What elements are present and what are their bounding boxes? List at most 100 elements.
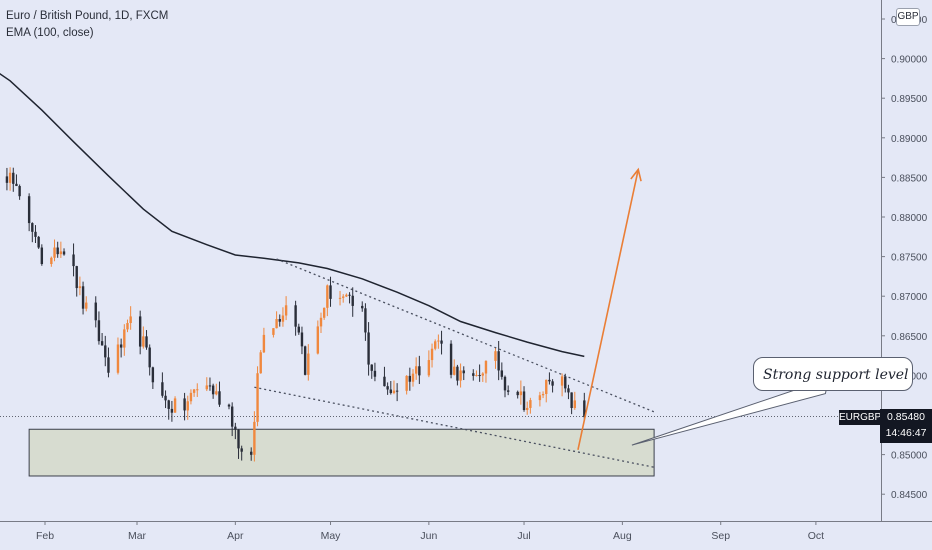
candle-up [189,392,193,402]
candle-up [342,296,345,298]
candle-down [503,376,507,391]
candle-up [205,385,208,390]
candle-down [170,408,174,413]
candle-down [34,231,37,237]
candle-down [440,340,443,344]
candle-down [167,400,170,409]
candle-up [126,323,129,330]
candle-up [281,315,285,322]
candle-down [500,370,504,377]
candle-up [541,393,545,396]
candle-down [240,448,243,452]
candle-up [414,366,418,374]
time-tick-label: May [321,530,342,542]
candle-down [303,346,307,375]
candle-down [107,357,110,373]
candle-down [40,247,44,265]
candle-up [78,286,82,289]
candle-up [453,366,456,375]
candle-up [560,376,564,386]
candle-down [364,308,367,333]
candle-down [218,391,221,405]
candle-down [72,254,75,267]
candle-down [294,305,297,327]
candle-down [351,295,354,306]
candle-up [494,351,497,361]
candle-up [345,294,348,297]
candle-up [123,329,126,348]
candle-up [272,328,275,335]
price-tick-label: 0.88000 [891,213,928,224]
candles-layer [5,167,586,462]
candle-up [338,297,342,299]
candle-up [307,353,310,375]
candle-down [234,426,237,430]
candle-up [253,421,256,455]
price-tick-label: 0.89000 [891,134,928,145]
price-tick-label: 0.87000 [891,292,928,303]
candle-down [449,343,453,375]
candle-up [484,360,488,374]
candle-down [119,344,123,348]
candle-down [62,251,66,255]
candle-down [395,390,399,392]
candle-down [164,395,167,401]
candle-down [27,196,31,224]
price-tick-label: 0.84500 [891,490,928,501]
candle-down [37,236,40,248]
candle-up [59,251,63,255]
last-price-value: 0.85480 [887,411,925,423]
candle-up [50,257,53,265]
candle-down [383,376,386,387]
candle-up [142,336,145,347]
indicator-label[interactable]: EMA (100, close) [6,27,94,39]
candle-up [545,379,548,394]
candle-up [215,391,218,395]
candle-up [405,375,408,391]
support-callout[interactable]: Strong support level [753,357,913,391]
symbol-title[interactable]: Euro / British Pound, 1D, FXCM [6,10,169,22]
candle-up [529,400,532,408]
candle-down [348,294,351,296]
candle-down [497,351,500,371]
candle-up [427,360,431,376]
projection-arrow-head [630,167,642,182]
candle-down [12,172,15,184]
candle-down [151,367,155,383]
candle-down [208,385,212,387]
candle-up [481,373,484,376]
bar-countdown: 14:46:47 [885,427,927,439]
candle-down [230,406,234,427]
candle-up [53,247,56,258]
symbol-price-tag: EURGBP [839,410,882,425]
candle-down [75,266,78,289]
last-price-tag: 0.85480 14:46:47 [880,409,932,443]
time-tick-label: Jun [420,530,437,542]
candle-up [538,395,542,401]
candle-down [211,385,215,395]
support-zone-rect [28,428,655,477]
candle-down [94,302,97,321]
currency-badge[interactable]: GBP [896,8,920,26]
candle-down [31,223,34,232]
candle-down [551,381,554,386]
candle-down [456,366,459,381]
price-tick-label: 0.88500 [891,173,928,184]
candle-up [259,352,262,374]
candle-down [472,373,475,376]
candle-down [567,388,570,393]
candle-down [18,186,21,197]
candle-down [100,341,104,346]
candle-up [430,348,434,361]
candle-up [319,317,323,327]
candle-up [573,400,576,409]
candle-down [478,375,481,377]
candle-up [116,344,120,373]
candle-down [370,364,373,371]
price-tick-label: 0.86500 [891,332,928,343]
drawings-layer [254,167,830,468]
candle-down [389,389,392,394]
